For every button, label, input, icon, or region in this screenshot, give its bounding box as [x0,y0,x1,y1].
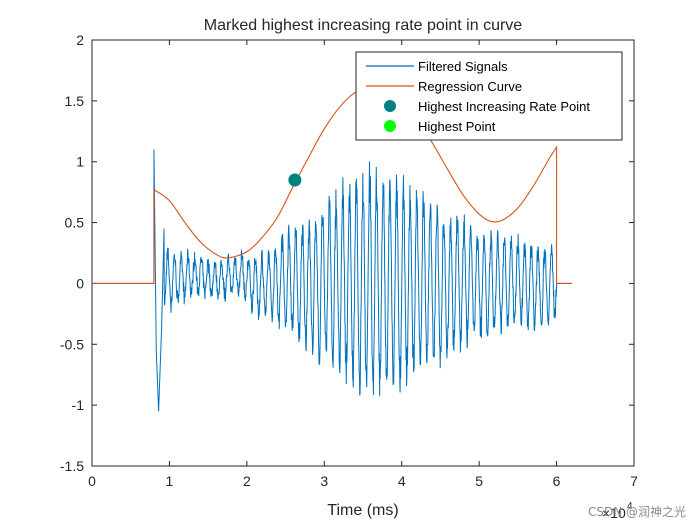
y-tick-label: -0.5 [60,336,84,352]
x-tick-label: 6 [553,473,561,489]
y-tick-label: 0.5 [65,215,85,231]
y-tick-label: 1.5 [65,93,85,109]
y-tick-label: 2 [76,32,84,48]
y-tick-label: 1 [76,154,84,170]
legend-label: Highest Increasing Rate Point [418,99,590,114]
legend-label: Highest Point [418,119,496,134]
x-tick-label: 4 [398,473,406,489]
chart-title: Marked highest increasing rate point in … [204,17,522,34]
x-tick-label: 2 [243,473,251,489]
legend-swatch-marker [384,120,396,132]
x-tick-label: 3 [320,473,328,489]
x-tick-label: 1 [166,473,174,489]
legend-label: Regression Curve [418,79,522,94]
x-exponent-label: ×10 [602,505,626,521]
x-tick-label: 0 [88,473,96,489]
x-exponent-power: 4 [627,501,633,512]
legend-label: Filtered Signals [418,59,508,74]
legend-box [355,51,623,141]
x-tick-label: 5 [475,473,483,489]
watermark: CSDN @润神之光 [588,505,686,519]
highest-increasing-rate-point-marker [288,173,302,187]
x-tick-label: 7 [630,473,638,489]
filtered-signals-line [92,149,573,412]
legend: Filtered Signals Regression Curve Highest … [355,51,623,141]
legend-swatch-marker [384,100,396,112]
y-tick-label: -1 [72,397,85,413]
y-tick-label: 0 [76,275,84,291]
y-tick-label: -1.5 [60,458,84,474]
x-axis-label: Time (ms) [327,502,398,519]
